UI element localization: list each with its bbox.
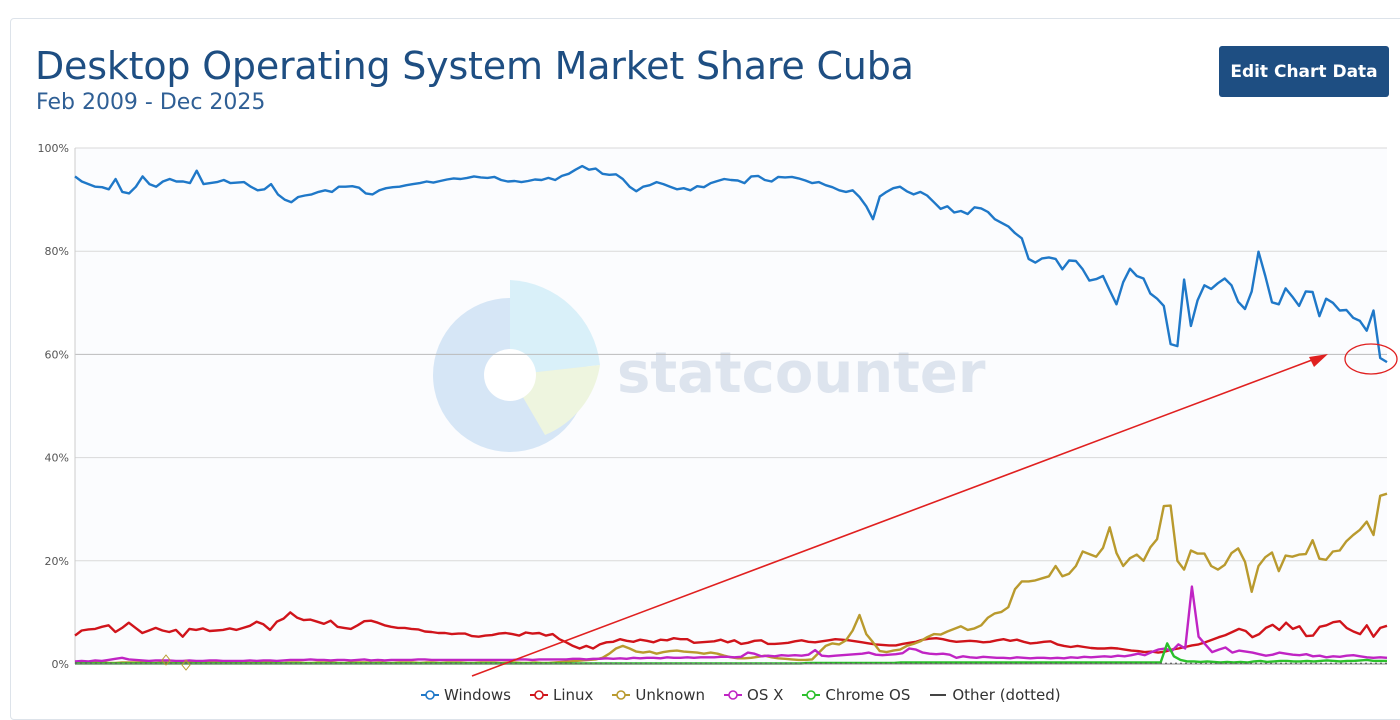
legend-marker-icon (930, 694, 947, 696)
legend-item[interactable]: OS X (723, 686, 783, 704)
chart-legend: Windows Linux Unknown OS X Chrome OS Other (d… (420, 686, 1061, 704)
legend-marker-icon (612, 690, 631, 700)
y-tick-label: 100% (38, 142, 69, 155)
unknown-marker-icon (161, 654, 171, 666)
date-range-subtitle: Feb 2009 - Dec 2025 (36, 90, 266, 115)
legend-marker-icon (529, 690, 548, 700)
series-line-windows (74, 164, 1388, 364)
legend-item[interactable]: Linux (529, 686, 593, 704)
y-tick-label: 80% (45, 245, 69, 258)
watermark-text: statcounter (617, 341, 986, 406)
legend-item[interactable]: Chrome OS (801, 686, 910, 704)
y-tick-label: 20% (45, 555, 69, 568)
legend-item[interactable]: Other (dotted) (928, 686, 1061, 704)
legend-item[interactable]: Windows (420, 686, 511, 704)
legend-label: Linux (552, 686, 594, 704)
legend-item[interactable]: Unknown (611, 686, 705, 704)
unknown-marker-icon (181, 659, 191, 671)
y-tick-label: 40% (45, 452, 69, 465)
legend-label: Chrome OS (825, 686, 911, 704)
legend-label: Windows (444, 686, 511, 704)
y-tick-label: 60% (45, 348, 69, 361)
legend-marker-icon (421, 690, 439, 700)
legend-marker-icon (724, 690, 743, 700)
legend-label: OS X (747, 686, 784, 704)
legend-marker-icon (802, 690, 821, 700)
annotation-circle (1344, 343, 1398, 375)
annotation-arrowhead (1309, 354, 1328, 367)
y-tick-label: 0% (52, 658, 69, 671)
watermark-logo-center (484, 349, 536, 401)
edit-chart-data-button[interactable]: Edit Chart Data (1219, 46, 1389, 97)
page-title: Desktop Operating System Market Share Cu… (35, 44, 914, 88)
series-line-os-x (74, 585, 1388, 663)
watermark-logo-segment-top (510, 280, 600, 375)
annotation-arrow (471, 359, 1313, 677)
legend-label: Unknown (635, 686, 706, 704)
legend-label: Other (dotted) (952, 686, 1061, 704)
